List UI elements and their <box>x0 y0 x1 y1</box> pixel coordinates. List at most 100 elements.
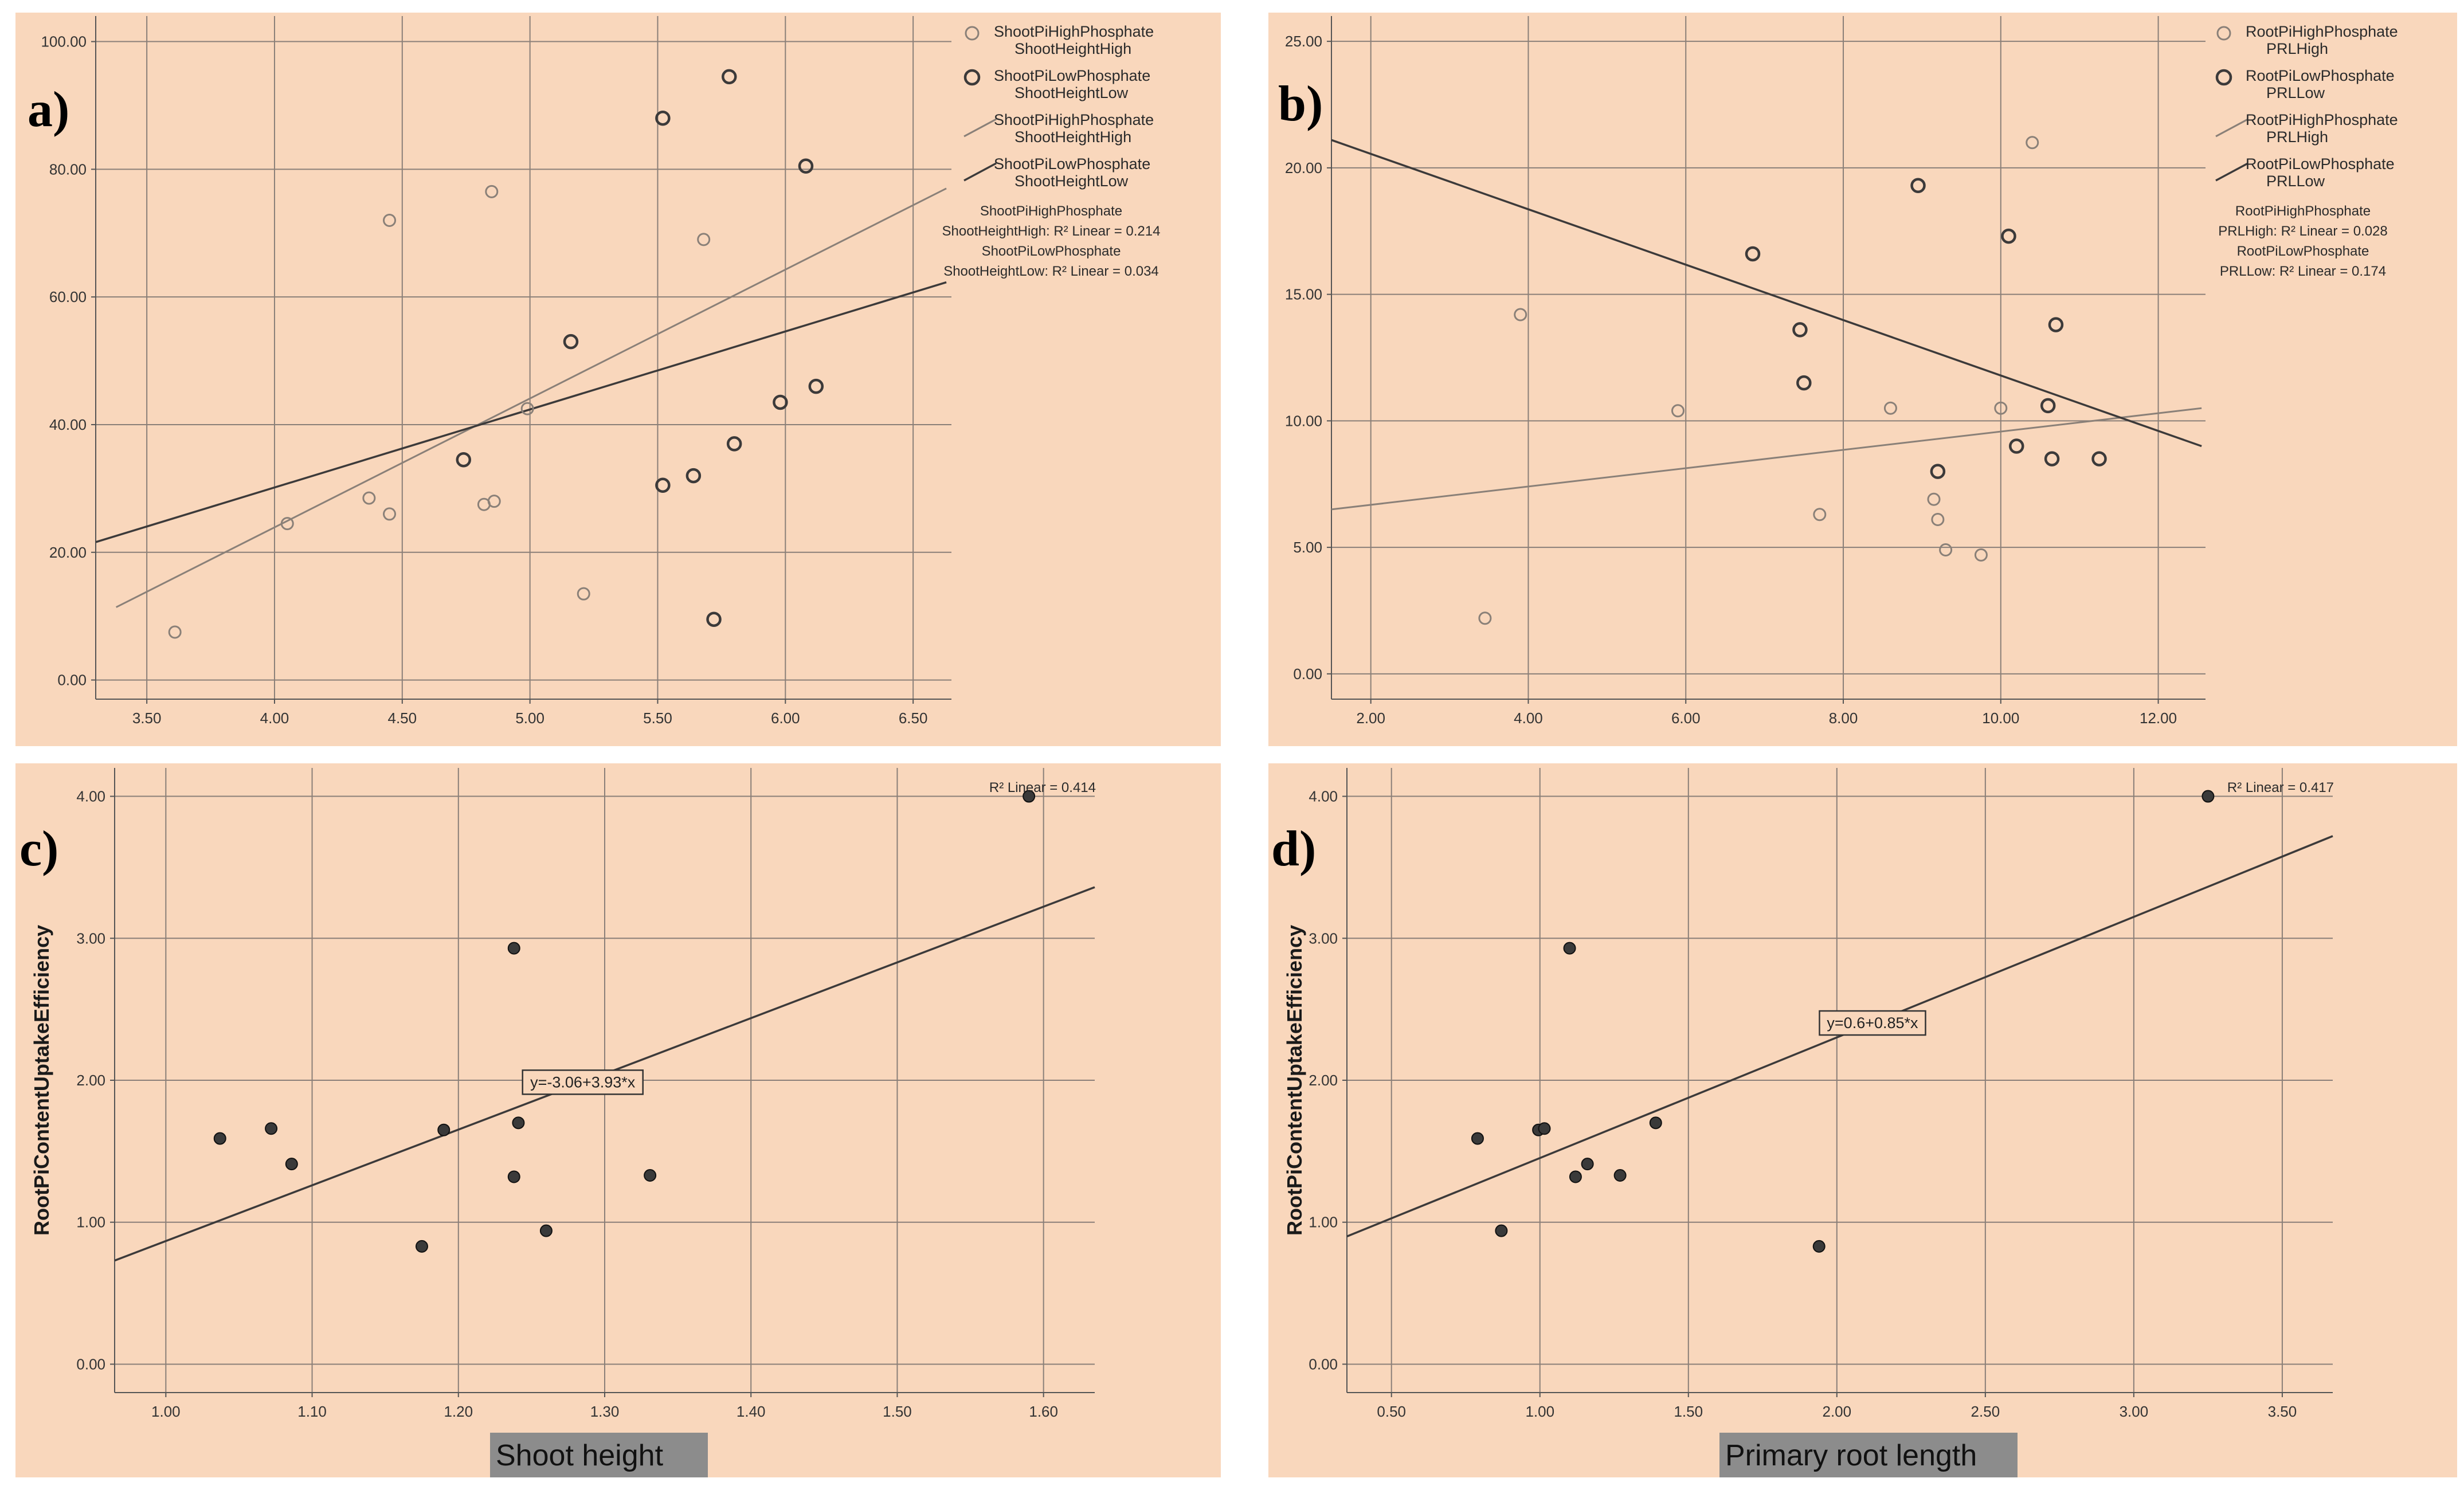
data-point-low <box>563 334 579 350</box>
data-point-low <box>1796 375 1812 391</box>
x-tick-label: 5.00 <box>515 709 544 727</box>
data-point-low <box>1745 246 1761 262</box>
data-point-low <box>1792 322 1808 338</box>
r2-annotation: R² Linear = 0.417 <box>2227 780 2334 795</box>
x-tick-label: 5.50 <box>643 709 672 727</box>
x-tick-label: 3.50 <box>132 709 162 727</box>
x-tick-label: 1.40 <box>737 1403 766 1420</box>
y-tick-label: 3.00 <box>76 930 105 947</box>
data-point-low <box>808 378 824 394</box>
data-point-low <box>2091 451 2107 466</box>
y-axis-label: RootPiContentUptakeEfficiency <box>1283 925 1306 1236</box>
legend-label: RootPiHighPhosphate <box>2246 23 2398 40</box>
data-point <box>512 1116 525 1130</box>
data-point <box>539 1224 553 1237</box>
data-point-low <box>2009 438 2024 454</box>
equation-label: y=-3.06+3.93*x <box>530 1073 636 1091</box>
data-point-low <box>773 394 788 410</box>
x-tick-label: 6.00 <box>771 709 800 727</box>
x-tick-label: 2.00 <box>1823 1403 1852 1420</box>
x-tick-label: 12.00 <box>2140 709 2177 727</box>
panel-label: d) <box>1271 821 1316 877</box>
x-tick-label: 10.00 <box>1982 709 2019 727</box>
r2-annotation: ShootHeightLow: R² Linear = 0.034 <box>943 264 1159 279</box>
legend-marker-high <box>965 26 980 41</box>
data-point <box>2201 790 2215 803</box>
legend-label: RootPiLowPhosphate <box>2246 155 2395 172</box>
data-point-high <box>383 507 397 521</box>
data-point <box>507 1170 520 1183</box>
y-tick-label: 20.00 <box>1285 159 1322 177</box>
legend-label: ShootPiLowPhosphate <box>994 67 1150 84</box>
y-tick-label: 0.00 <box>57 672 87 689</box>
x-tick-label: 2.50 <box>1971 1403 2000 1420</box>
legend-line-high <box>963 118 997 138</box>
y-tick-label: 40.00 <box>49 416 87 433</box>
legend-label: PRLHigh <box>2266 40 2328 57</box>
x-tick-label: 1.00 <box>151 1403 181 1420</box>
y-tick-label: 100.00 <box>41 33 87 50</box>
data-point-low <box>706 611 722 627</box>
data-point <box>415 1240 428 1253</box>
data-point-low <box>1930 464 1946 479</box>
data-point-low <box>2048 317 2064 332</box>
legend-label: PRLLow <box>2266 84 2325 101</box>
x-tick-label: 1.20 <box>444 1403 473 1420</box>
data-point <box>1613 1169 1627 1182</box>
fit-line-low <box>1346 835 2333 1238</box>
data-point-low <box>1910 178 1926 194</box>
legend-line-low <box>2215 162 2248 182</box>
x-tick-label: 6.50 <box>899 709 928 727</box>
equation-label: y=0.6+0.85*x <box>1827 1014 1918 1032</box>
data-point-high <box>1883 401 1897 415</box>
x-tick-label: 0.50 <box>1377 1403 1406 1420</box>
data-point-low <box>722 69 737 85</box>
legend-label: RootPiLowPhosphate <box>2246 67 2395 84</box>
panel-a-background <box>15 13 1221 746</box>
data-point-high <box>487 495 501 508</box>
data-point-high <box>1927 492 1941 506</box>
data-point-high <box>1974 548 1988 562</box>
data-point-low <box>655 477 671 493</box>
legend-label: ShootPiHighPhosphate <box>994 111 1154 128</box>
x-tick-label: 1.00 <box>1525 1403 1554 1420</box>
x-tick-label: 1.50 <box>883 1403 912 1420</box>
data-point <box>1495 1224 1508 1237</box>
fit-line-high <box>115 187 947 608</box>
x-tick-label: 2.00 <box>1356 709 1385 727</box>
data-point-high <box>485 185 499 198</box>
data-point-high <box>520 402 534 415</box>
data-point-low <box>2040 398 2056 414</box>
data-point <box>1538 1122 1551 1135</box>
x-tick-label: 4.00 <box>260 709 289 727</box>
data-point-high <box>1671 404 1685 418</box>
data-point-high <box>1939 543 1953 557</box>
data-point-high <box>280 517 294 531</box>
data-point-low <box>685 468 702 484</box>
x-tick-label: 1.10 <box>297 1403 327 1420</box>
x-tick-label: 6.00 <box>1671 709 1701 727</box>
legend-label: ShootPiHighPhosphate <box>994 23 1154 40</box>
r2-annotation: R² Linear = 0.414 <box>989 780 1096 795</box>
chart-panel-c: 1.00 1.10 1.20 1.30 1.40 1.50 1.60 0.00 1.00 2.00… <box>15 763 1221 1477</box>
panel-label: b) <box>1278 76 1323 132</box>
equation-box <box>1819 1010 1926 1036</box>
fit-line-low <box>1331 139 2202 448</box>
panel-d-background <box>1268 763 2457 1477</box>
panel-c-background <box>15 763 1221 1477</box>
data-point <box>1649 1116 1662 1130</box>
x-tick-label: 3.50 <box>2268 1403 2297 1420</box>
data-point-low <box>726 436 742 452</box>
legend-label: ShootHeightLow <box>1014 172 1129 190</box>
y-tick-label: 3.00 <box>1309 930 1338 947</box>
data-point <box>1812 1240 1826 1253</box>
y-tick-label: 10.00 <box>1285 412 1322 429</box>
data-point <box>1471 1132 1484 1145</box>
chart-panel-b: 2.00 4.00 6.00 8.00 10.00 12.00 0.00 5.00 10.00 1… <box>1268 13 2457 746</box>
data-point-high <box>697 233 711 246</box>
panel-d-x-axis-label: Primary root length <box>1719 1433 2018 1477</box>
x-tick-label: 1.60 <box>1029 1403 1058 1420</box>
y-tick-label: 4.00 <box>76 788 105 805</box>
data-point-low <box>798 158 814 174</box>
